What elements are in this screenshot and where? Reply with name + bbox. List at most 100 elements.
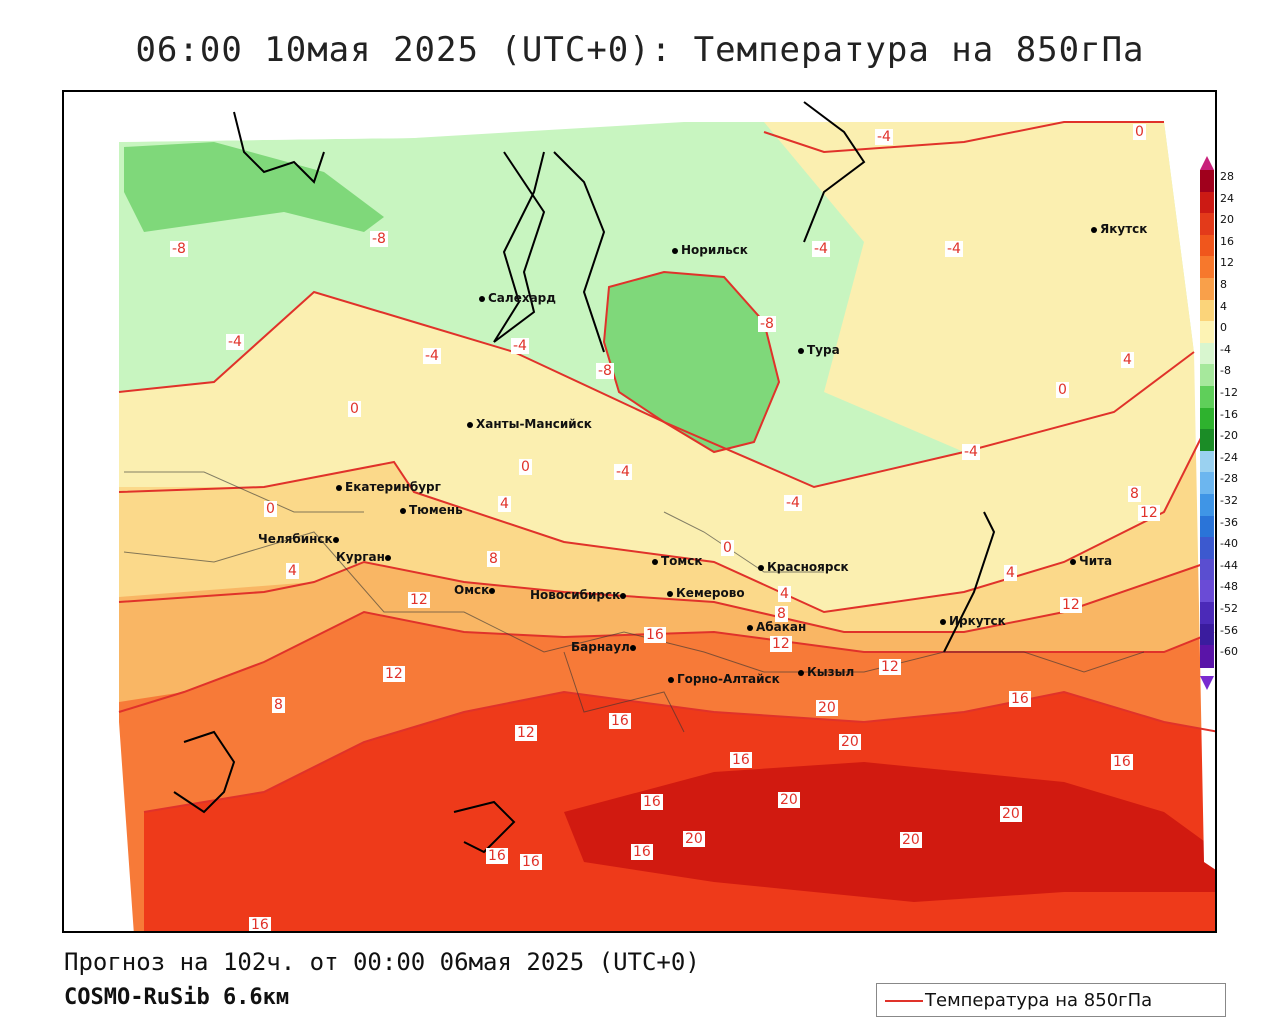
legend-line-icon bbox=[885, 1000, 923, 1002]
city-yakutsk: Якутск bbox=[1091, 222, 1147, 236]
city-marker-icon bbox=[1070, 558, 1076, 565]
legend-box: Температура на 850гПа bbox=[876, 983, 1226, 1017]
city-marker-icon bbox=[667, 590, 673, 597]
scale-label: -32 bbox=[1220, 494, 1238, 507]
legend-label: Температура на 850гПа bbox=[925, 990, 1153, 1011]
scale-segment bbox=[1200, 213, 1214, 236]
scale-label: -4 bbox=[1220, 342, 1231, 356]
scale-segment bbox=[1200, 364, 1214, 387]
contour-label: 0 bbox=[519, 459, 532, 475]
contour-label: 20 bbox=[816, 700, 838, 716]
scale-segment bbox=[1200, 170, 1214, 193]
scale-label: 4 bbox=[1220, 299, 1227, 313]
city-kurgan: Курган bbox=[336, 550, 394, 564]
band-m8-nw bbox=[124, 142, 384, 232]
scale-label: 0 bbox=[1220, 321, 1227, 335]
city-marker-icon bbox=[1091, 226, 1097, 233]
scale-segment bbox=[1200, 602, 1214, 625]
contour-label: 0 bbox=[721, 540, 734, 556]
contour-label: 16 bbox=[730, 752, 752, 768]
scale-label: -36 bbox=[1220, 515, 1238, 529]
map-title: 06:00 10мая 2025 (UTC+0): Температура на… bbox=[135, 30, 1145, 70]
contour-label: 0 bbox=[264, 501, 277, 517]
contour-label: -4 bbox=[614, 464, 632, 480]
contour-label: 12 bbox=[1138, 505, 1160, 521]
city-kyzyl: Кызыл bbox=[798, 665, 854, 679]
city-irkutsk: Иркутск bbox=[940, 614, 1006, 628]
city-omsk: Омск bbox=[454, 583, 498, 597]
scale-segment bbox=[1200, 278, 1214, 301]
city-salekhard: Салехард bbox=[479, 291, 556, 305]
scale-label: -8 bbox=[1220, 364, 1231, 378]
city-marker-icon bbox=[747, 624, 753, 631]
contour-label: 16 bbox=[609, 713, 631, 729]
contour-label: 4 bbox=[1121, 352, 1134, 368]
scale-segment bbox=[1200, 256, 1214, 279]
scale-label: 24 bbox=[1220, 191, 1234, 205]
contour-label: -4 bbox=[784, 495, 802, 511]
scale-label: 8 bbox=[1220, 278, 1227, 291]
scale-top-arrow-icon bbox=[1200, 156, 1214, 170]
city-marker-icon bbox=[672, 247, 678, 254]
scale-segment bbox=[1200, 407, 1214, 431]
city-tyumen: Тюмень bbox=[400, 503, 463, 517]
contour-label: -4 bbox=[945, 241, 963, 257]
contour-label: -8 bbox=[758, 316, 776, 332]
contour-label: 20 bbox=[778, 792, 800, 808]
city-marker-icon bbox=[798, 669, 804, 676]
contour-label: -4 bbox=[423, 348, 441, 364]
city-novosibirsk: Новосибирск bbox=[530, 588, 629, 602]
city-kemerovo: Кемерово bbox=[667, 586, 745, 600]
city-chita: Чита bbox=[1070, 554, 1112, 568]
band-m4-north bbox=[764, 122, 1194, 452]
contour-label: 20 bbox=[839, 734, 861, 750]
scale-label: -56 bbox=[1220, 623, 1238, 637]
contour-label: 20 bbox=[900, 832, 922, 848]
scale-segment bbox=[1200, 321, 1214, 344]
contour-label: -4 bbox=[226, 334, 244, 350]
contour-label: 16 bbox=[249, 917, 271, 933]
contour-label: 0 bbox=[1133, 124, 1146, 140]
city-abakan: Абакан bbox=[747, 620, 806, 634]
contour-label: 4 bbox=[286, 563, 299, 579]
contour-label: 16 bbox=[520, 854, 542, 870]
scale-bottom-arrow-icon bbox=[1200, 676, 1214, 690]
scale-segment bbox=[1200, 234, 1214, 258]
contour-label: 12 bbox=[408, 592, 430, 608]
contour-label: 8 bbox=[487, 551, 500, 567]
band-20 bbox=[564, 762, 1215, 902]
city-tura: Тура bbox=[798, 343, 840, 357]
scale-segment bbox=[1200, 386, 1214, 409]
band-0 bbox=[119, 292, 1204, 612]
city-norilsk: Норильск bbox=[672, 243, 748, 257]
contour-label: 16 bbox=[631, 844, 653, 860]
city-marker-icon bbox=[652, 558, 658, 565]
scale-segment bbox=[1200, 472, 1214, 495]
city-krasnoyarsk: Красноярск bbox=[758, 560, 849, 574]
scale-segment bbox=[1200, 191, 1214, 215]
scale-segment bbox=[1200, 429, 1214, 452]
contour-label: 12 bbox=[383, 666, 405, 682]
contour-label: -4 bbox=[875, 129, 893, 145]
scale-label: -60 bbox=[1220, 645, 1238, 659]
contour-label: 4 bbox=[498, 496, 511, 512]
scale-segment bbox=[1200, 494, 1214, 517]
contour-label: 0 bbox=[348, 401, 361, 417]
scale-label: -40 bbox=[1220, 537, 1238, 551]
contour-label: 16 bbox=[644, 627, 666, 643]
city-marker-icon bbox=[668, 676, 674, 683]
scale-segment bbox=[1200, 299, 1214, 323]
city-marker-icon bbox=[489, 587, 496, 594]
scale-segment bbox=[1200, 450, 1214, 474]
contour-label: 20 bbox=[1000, 806, 1022, 822]
map-canvas bbox=[64, 92, 1215, 931]
contour-label: 16 bbox=[486, 848, 508, 864]
city-marker-icon bbox=[798, 347, 804, 354]
contour-label: 16 bbox=[1009, 691, 1031, 707]
contour-label: 4 bbox=[778, 586, 791, 602]
contour-label: -8 bbox=[370, 231, 388, 247]
scale-segment bbox=[1200, 515, 1214, 539]
city-chelyabinsk: Челябинск bbox=[258, 532, 342, 546]
scale-label: -48 bbox=[1220, 580, 1238, 594]
city-marker-icon bbox=[940, 618, 946, 625]
